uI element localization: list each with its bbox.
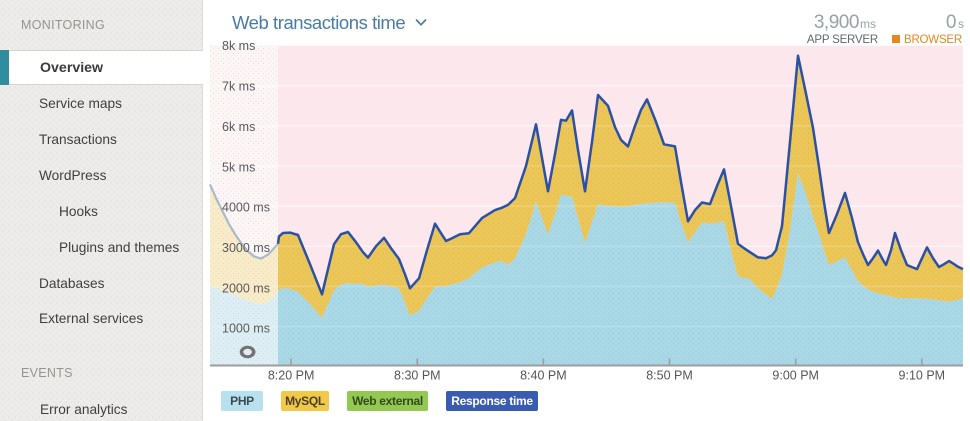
svg-text:9:10 PM: 9:10 PM xyxy=(899,369,946,383)
svg-text:8:20 PM: 8:20 PM xyxy=(268,369,315,383)
svg-text:4000 ms: 4000 ms xyxy=(222,201,270,215)
svg-text:9:00 PM: 9:00 PM xyxy=(772,369,819,383)
svg-text:5k ms: 5k ms xyxy=(222,160,255,174)
svg-text:8:30 PM: 8:30 PM xyxy=(394,369,441,383)
svg-text:6k ms: 6k ms xyxy=(222,120,255,134)
svg-text:8:50 PM: 8:50 PM xyxy=(646,369,693,383)
svg-text:7k ms: 7k ms xyxy=(222,80,255,94)
svg-text:8:40 PM: 8:40 PM xyxy=(520,369,567,383)
svg-text:8k ms: 8k ms xyxy=(222,39,255,53)
svg-text:1000 ms: 1000 ms xyxy=(222,322,270,336)
svg-text:2000 ms: 2000 ms xyxy=(222,281,270,295)
svg-text:3000 ms: 3000 ms xyxy=(222,241,270,255)
